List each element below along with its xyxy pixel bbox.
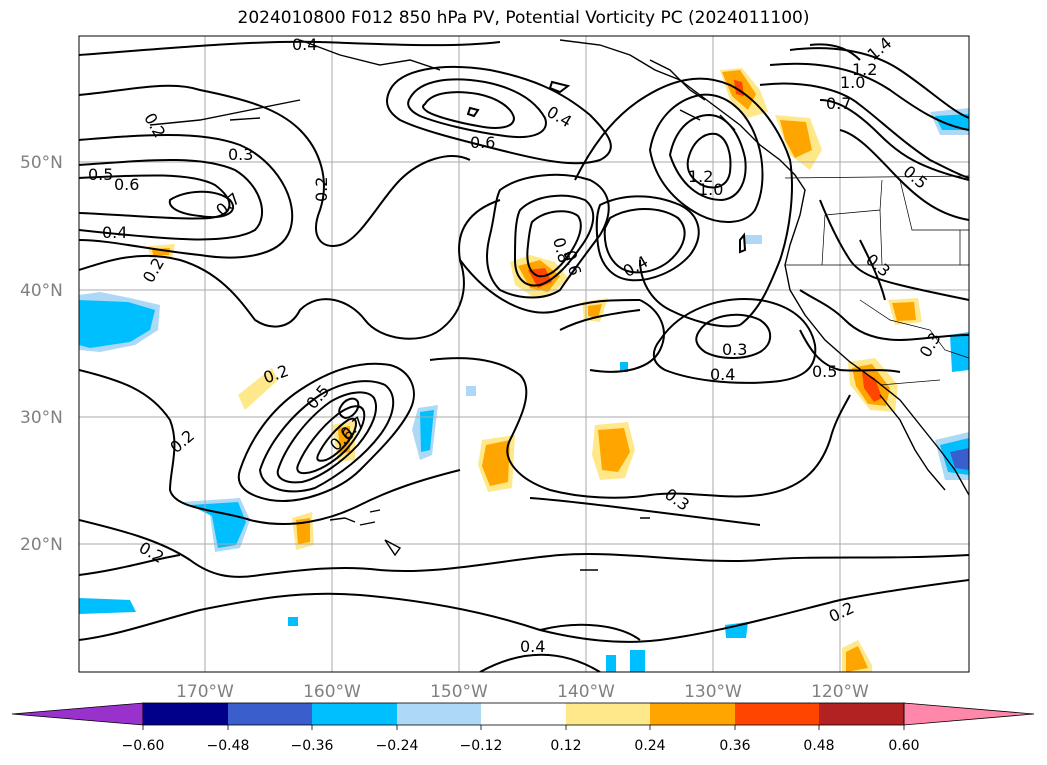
colorbar-tick: −0.60 (122, 738, 165, 754)
gridlines (79, 36, 969, 672)
svg-text:0.5: 0.5 (812, 362, 837, 381)
pv-shading (79, 68, 969, 672)
lat-label-20n: 20°N (20, 535, 63, 555)
lon-label-160w: 160°W (303, 682, 361, 702)
lon-label-120w: 120°W (811, 682, 869, 702)
plot-area (79, 36, 969, 672)
colorbar-tick: 0.24 (634, 738, 665, 754)
svg-text:1.2: 1.2 (852, 60, 877, 79)
colorbar-bin (819, 703, 904, 725)
colorbar-tick: −0.12 (460, 738, 503, 754)
colorbar: −0.60 −0.48 −0.36 −0.24 −0.12 0.12 0.24 … (11, 702, 1035, 754)
lat-label-40n: 40°N (20, 281, 63, 301)
lon-label-150w: 150°W (430, 682, 488, 702)
colorbar-tick: 0.48 (803, 738, 834, 754)
lat-label-30n: 30°N (20, 408, 63, 428)
svg-text:0.3: 0.3 (722, 340, 747, 359)
colorbar-bin (397, 703, 481, 725)
svg-text:1.2: 1.2 (688, 167, 713, 186)
lon-label-130w: 130°W (684, 682, 742, 702)
borders (784, 175, 969, 386)
colorbar-tick: −0.24 (376, 738, 419, 754)
svg-text:0.4: 0.4 (520, 637, 545, 656)
svg-text:0.4: 0.4 (710, 365, 735, 384)
pv-contours (79, 40, 969, 672)
svg-text:0.4: 0.4 (292, 35, 317, 54)
colorbar-bin (228, 703, 312, 725)
lon-label-140w: 140°W (557, 682, 615, 702)
colorbar-bin (143, 703, 228, 725)
map-title: 2024010800 F012 850 hPa PV, Potential Vo… (237, 8, 810, 28)
coastlines (149, 39, 969, 571)
colorbar-bin (650, 703, 735, 725)
latitude-labels: 50°N 40°N 30°N 20°N (20, 153, 63, 555)
colorbar-tick: −0.48 (207, 738, 250, 754)
lat-label-50n: 50°N (20, 153, 63, 173)
svg-text:0.6: 0.6 (470, 133, 495, 152)
svg-text:0.6: 0.6 (114, 175, 139, 194)
svg-text:1.0: 1.0 (698, 180, 723, 199)
colorbar-tick: −0.36 (291, 738, 334, 754)
colorbar-tick: 0.60 (888, 738, 919, 754)
lon-label-170w: 170°W (176, 682, 234, 702)
colorbar-max-extend (903, 702, 1035, 726)
colorbar-bin (566, 703, 650, 725)
svg-text:0.2: 0.2 (312, 177, 331, 202)
svg-text:0.3: 0.3 (228, 145, 253, 164)
svg-text:0.4: 0.4 (102, 223, 127, 242)
colorbar-tick: 0.36 (719, 738, 750, 754)
svg-text:0.7: 0.7 (826, 94, 851, 113)
colorbar-min-extend (11, 702, 144, 726)
longitude-labels: 170°W 160°W 150°W 140°W 130°W 120°W (176, 682, 869, 702)
colorbar-bin (312, 703, 397, 725)
svg-text:1.0: 1.0 (840, 73, 865, 92)
colorbar-tick: 0.12 (550, 738, 581, 754)
svg-text:0.5: 0.5 (88, 165, 113, 184)
colorbar-bin (481, 703, 566, 725)
plot-border (78, 35, 970, 673)
colorbar-bin (735, 703, 819, 725)
